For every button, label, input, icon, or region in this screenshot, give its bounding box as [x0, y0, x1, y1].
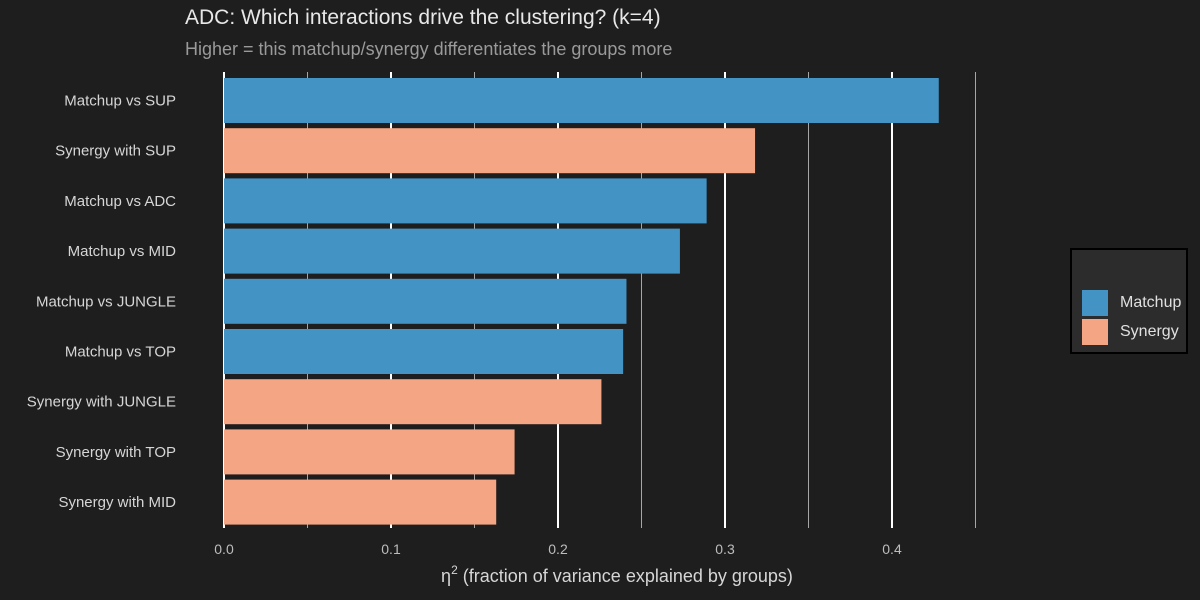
legend-label-matchup: Matchup: [1120, 294, 1182, 311]
legend: Matchup Synergy: [1070, 248, 1188, 354]
x-tick-label-3: 0.3: [715, 541, 735, 557]
x-tick-label-0: 0.0: [214, 541, 234, 557]
legend-swatch-synergy: [1082, 319, 1108, 345]
bar-5: [224, 329, 624, 374]
y-category-label-7: Synergy with TOP: [56, 444, 176, 461]
x-tick-label-2: 0.2: [548, 541, 568, 557]
y-category-label-0: Matchup vs SUP: [64, 93, 176, 110]
legend-item-synergy: Synergy: [1082, 319, 1179, 345]
y-category-label-8: Synergy with MID: [58, 494, 176, 511]
legend-item-matchup: Matchup: [1082, 290, 1181, 316]
x-tick-label-1: 0.1: [381, 541, 401, 557]
bar-6: [224, 379, 602, 425]
bar-4: [224, 278, 627, 324]
chart-subtitle: Higher = this matchup/synergy differenti…: [185, 39, 673, 59]
x-tick-label-4: 0.4: [882, 541, 902, 557]
chart-title: ADC: Which interactions drive the cluste…: [185, 6, 661, 29]
legend-label-synergy: Synergy: [1120, 323, 1179, 340]
y-category-label-2: Matchup vs ADC: [64, 193, 176, 210]
bar-3: [224, 228, 680, 274]
y-category-label-3: Matchup vs MID: [68, 243, 177, 260]
y-category-label-1: Synergy with SUP: [55, 143, 176, 160]
y-category-label-5: Matchup vs TOP: [65, 344, 176, 361]
bar-2: [224, 178, 707, 224]
y-category-label-6: Synergy with JUNGLE: [27, 394, 176, 411]
bar-1: [224, 128, 756, 174]
bar-0: [224, 78, 939, 123]
x-axis-label: η2 (fraction of variance explained by gr…: [441, 563, 793, 586]
legend-swatch-matchup: [1082, 290, 1108, 316]
bar-8: [224, 479, 497, 525]
bar-7: [224, 429, 515, 475]
y-category-label-4: Matchup vs JUNGLE: [36, 293, 176, 310]
